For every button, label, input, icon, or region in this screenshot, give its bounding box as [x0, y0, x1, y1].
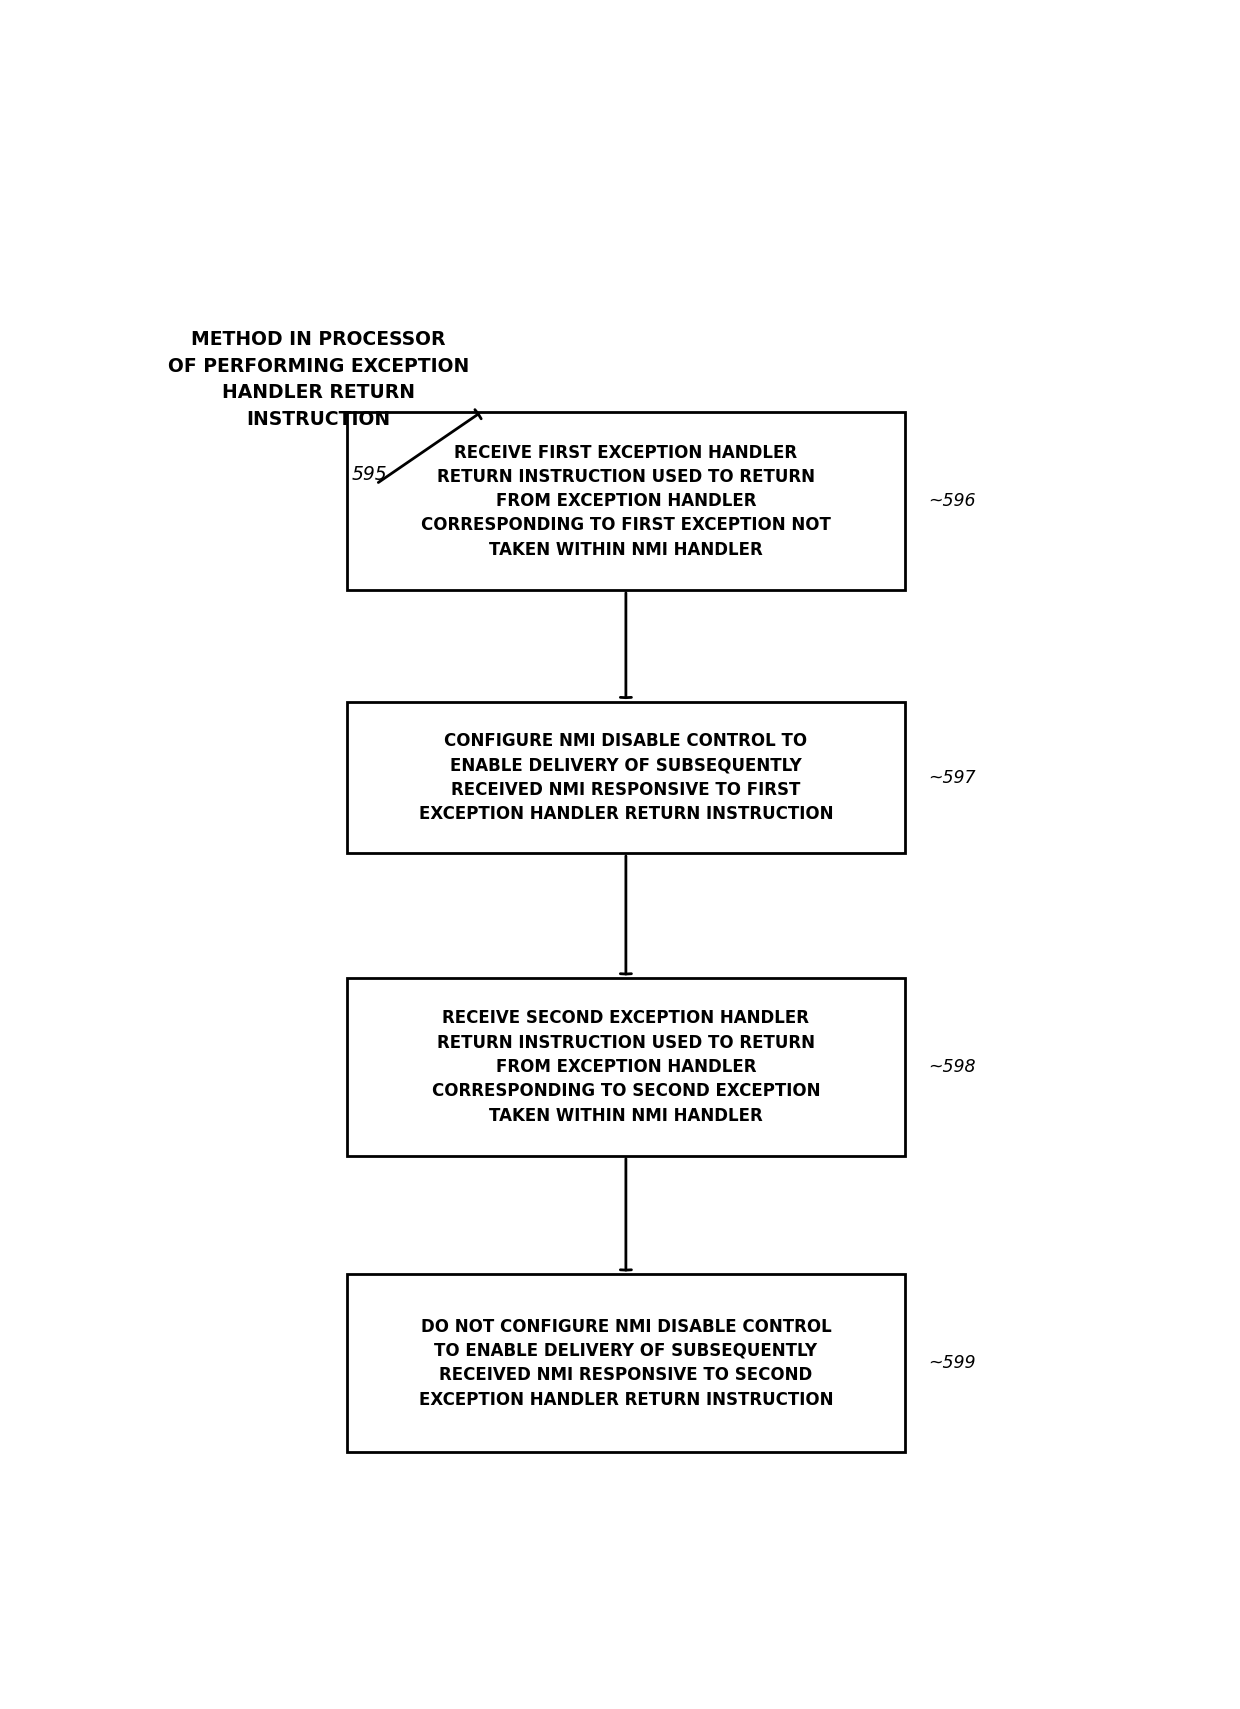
Text: ~596: ~596: [929, 492, 976, 511]
FancyBboxPatch shape: [347, 702, 905, 853]
FancyBboxPatch shape: [347, 1275, 905, 1453]
Text: RECEIVE FIRST EXCEPTION HANDLER
RETURN INSTRUCTION USED TO RETURN
FROM EXCEPTION: RECEIVE FIRST EXCEPTION HANDLER RETURN I…: [420, 444, 831, 559]
Text: DO NOT CONFIGURE NMI DISABLE CONTROL
TO ENABLE DELIVERY OF SUBSEQUENTLY
RECEIVED: DO NOT CONFIGURE NMI DISABLE CONTROL TO …: [419, 1318, 833, 1408]
Text: 595: 595: [352, 465, 388, 484]
Text: ~599: ~599: [929, 1354, 976, 1372]
FancyBboxPatch shape: [347, 978, 905, 1155]
Text: RECEIVE SECOND EXCEPTION HANDLER
RETURN INSTRUCTION USED TO RETURN
FROM EXCEPTIO: RECEIVE SECOND EXCEPTION HANDLER RETURN …: [432, 1010, 820, 1125]
Text: METHOD IN PROCESSOR
OF PERFORMING EXCEPTION
HANDLER RETURN
INSTRUCTION: METHOD IN PROCESSOR OF PERFORMING EXCEPT…: [167, 330, 469, 429]
Text: ~597: ~597: [929, 769, 976, 786]
FancyBboxPatch shape: [347, 412, 905, 590]
Text: CONFIGURE NMI DISABLE CONTROL TO
ENABLE DELIVERY OF SUBSEQUENTLY
RECEIVED NMI RE: CONFIGURE NMI DISABLE CONTROL TO ENABLE …: [419, 731, 833, 824]
Text: ~598: ~598: [929, 1058, 976, 1077]
